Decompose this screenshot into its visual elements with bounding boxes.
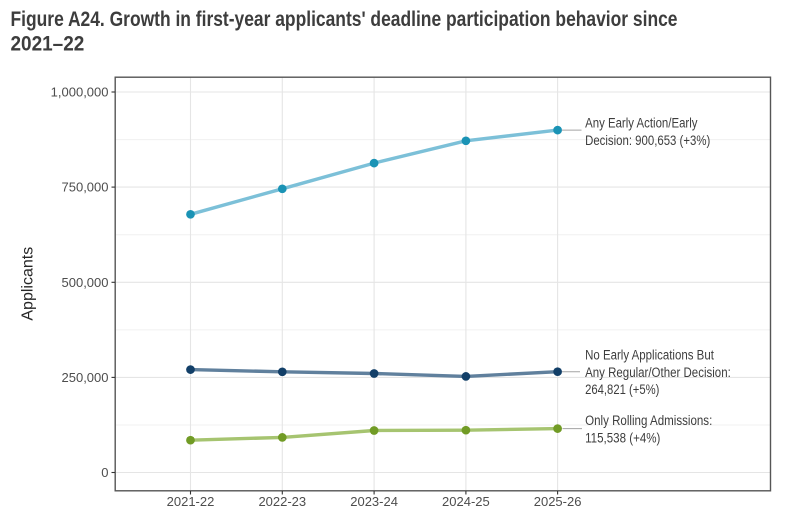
svg-text:2023-24: 2023-24 — [350, 494, 398, 509]
svg-text:0: 0 — [101, 465, 108, 480]
svg-text:Only Rolling Admissions:: Only Rolling Admissions: — [585, 413, 712, 428]
svg-text:115,538 (+4%): 115,538 (+4%) — [585, 430, 660, 445]
svg-text:250,000: 250,000 — [62, 370, 109, 385]
svg-text:2021-22: 2021-22 — [167, 494, 215, 509]
svg-text:500,000: 500,000 — [62, 275, 109, 290]
svg-text:Applicants: Applicants — [20, 247, 37, 321]
svg-text:2021–22: 2021–22 — [11, 33, 85, 56]
svg-text:2022-23: 2022-23 — [258, 494, 306, 509]
svg-text:1,000,000: 1,000,000 — [51, 85, 109, 100]
svg-text:Decision: 900,653 (+3%): Decision: 900,653 (+3%) — [585, 133, 710, 148]
svg-text:Any Early Action/Early: Any Early Action/Early — [585, 116, 698, 131]
svg-text:No Early Applications But: No Early Applications But — [585, 348, 714, 363]
svg-text:Any Regular/Other Decision:: Any Regular/Other Decision: — [585, 365, 731, 380]
svg-text:2024-25: 2024-25 — [442, 494, 490, 509]
svg-text:2025-26: 2025-26 — [534, 494, 582, 509]
svg-text:Figure A24. Growth in first-ye: Figure A24. Growth in first-year applica… — [11, 8, 678, 31]
svg-text:750,000: 750,000 — [62, 180, 109, 195]
svg-text:264,821 (+5%): 264,821 (+5%) — [585, 382, 659, 397]
